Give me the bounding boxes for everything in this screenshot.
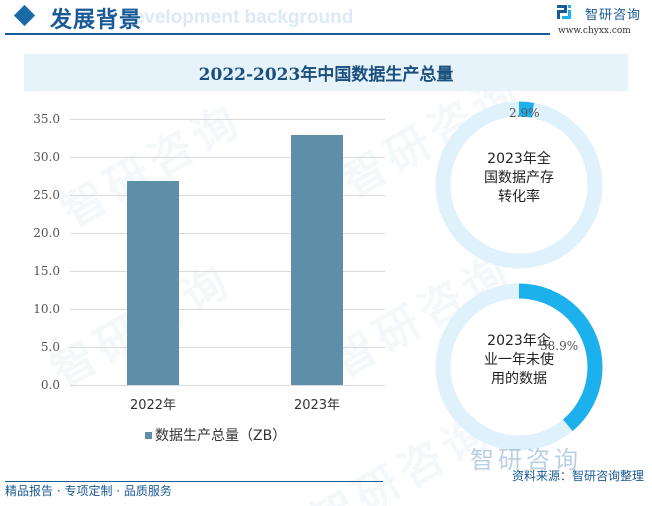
y-tick: 35.0 [33,112,60,126]
gridline [70,347,385,348]
center-line: 2023年企 [487,333,551,349]
bar-chart: 35.0 30.0 25.0 20.0 15.0 10.0 5.0 0.0 20… [0,100,400,450]
gridline [70,385,385,386]
y-tick: 15.0 [33,264,60,278]
gridline [70,271,385,272]
brand-logo-icon [557,5,571,19]
footer-brand-watermark: 智研咨询 [470,446,582,474]
bar-2023 [291,135,343,385]
donut-ring [435,283,603,451]
page-title: 发展背景 [50,7,143,33]
donut-chart-unused-data: 38.9% 2023年企 业一年未使 用的数据 [434,282,604,452]
header-divider [5,33,550,35]
diamond-icon [13,4,36,27]
legend-swatch [145,431,152,439]
legend-label: 数据生产总量（ZB） [155,428,287,444]
footer-divider [5,481,383,482]
center-line: 2023年全 [487,151,551,167]
donut-ring [435,101,603,269]
chart-legend: 数据生产总量（ZB） [145,425,286,445]
gridline [70,157,385,158]
center-line: 转化率 [498,189,540,205]
center-line: 业一年未使 [484,352,554,368]
donut-center-label: 2023年全 国数据产存 转化率 [469,150,569,207]
x-tick-2023: 2023年 [293,398,341,413]
x-tick-2022: 2022年 [129,398,177,413]
header-subtitle-en: Development background [120,7,354,28]
center-line: 国数据产存 [484,170,554,186]
header: Development background 发展背景 [0,0,652,38]
gridline [70,119,385,120]
chart-title: 2022-2023年中国数据生产总量 [198,65,454,85]
data-source: 资料来源：智研咨询整理 [511,469,644,483]
y-tick: 30.0 [33,150,60,164]
footer-tagline: 精品报告 · 专项定制 · 品质服务 [5,484,172,498]
chart-title-bar: 2022-2023年中国数据生产总量 [24,54,628,91]
brand-name: 智研咨询 [585,8,642,23]
donut-percent-label: 2.9% [509,106,540,120]
gridline [70,233,385,234]
center-line: 用的数据 [491,371,547,387]
donut-center-label: 2023年企 业一年未使 用的数据 [469,332,569,389]
gridline [70,309,385,310]
y-tick: 5.0 [40,340,60,354]
y-tick: 10.0 [33,302,60,316]
y-tick: 0.0 [40,378,60,392]
gridline [70,195,385,196]
y-tick: 25.0 [33,188,60,202]
brand-url: www.chyxx.com [558,26,631,36]
donut-chart-conversion-rate: 2.9% 2023年全 国数据产存 转化率 [434,100,604,270]
y-tick: 20.0 [33,226,60,240]
donut-percent-label: 38.9% [540,339,579,353]
bar-2022 [127,181,179,385]
